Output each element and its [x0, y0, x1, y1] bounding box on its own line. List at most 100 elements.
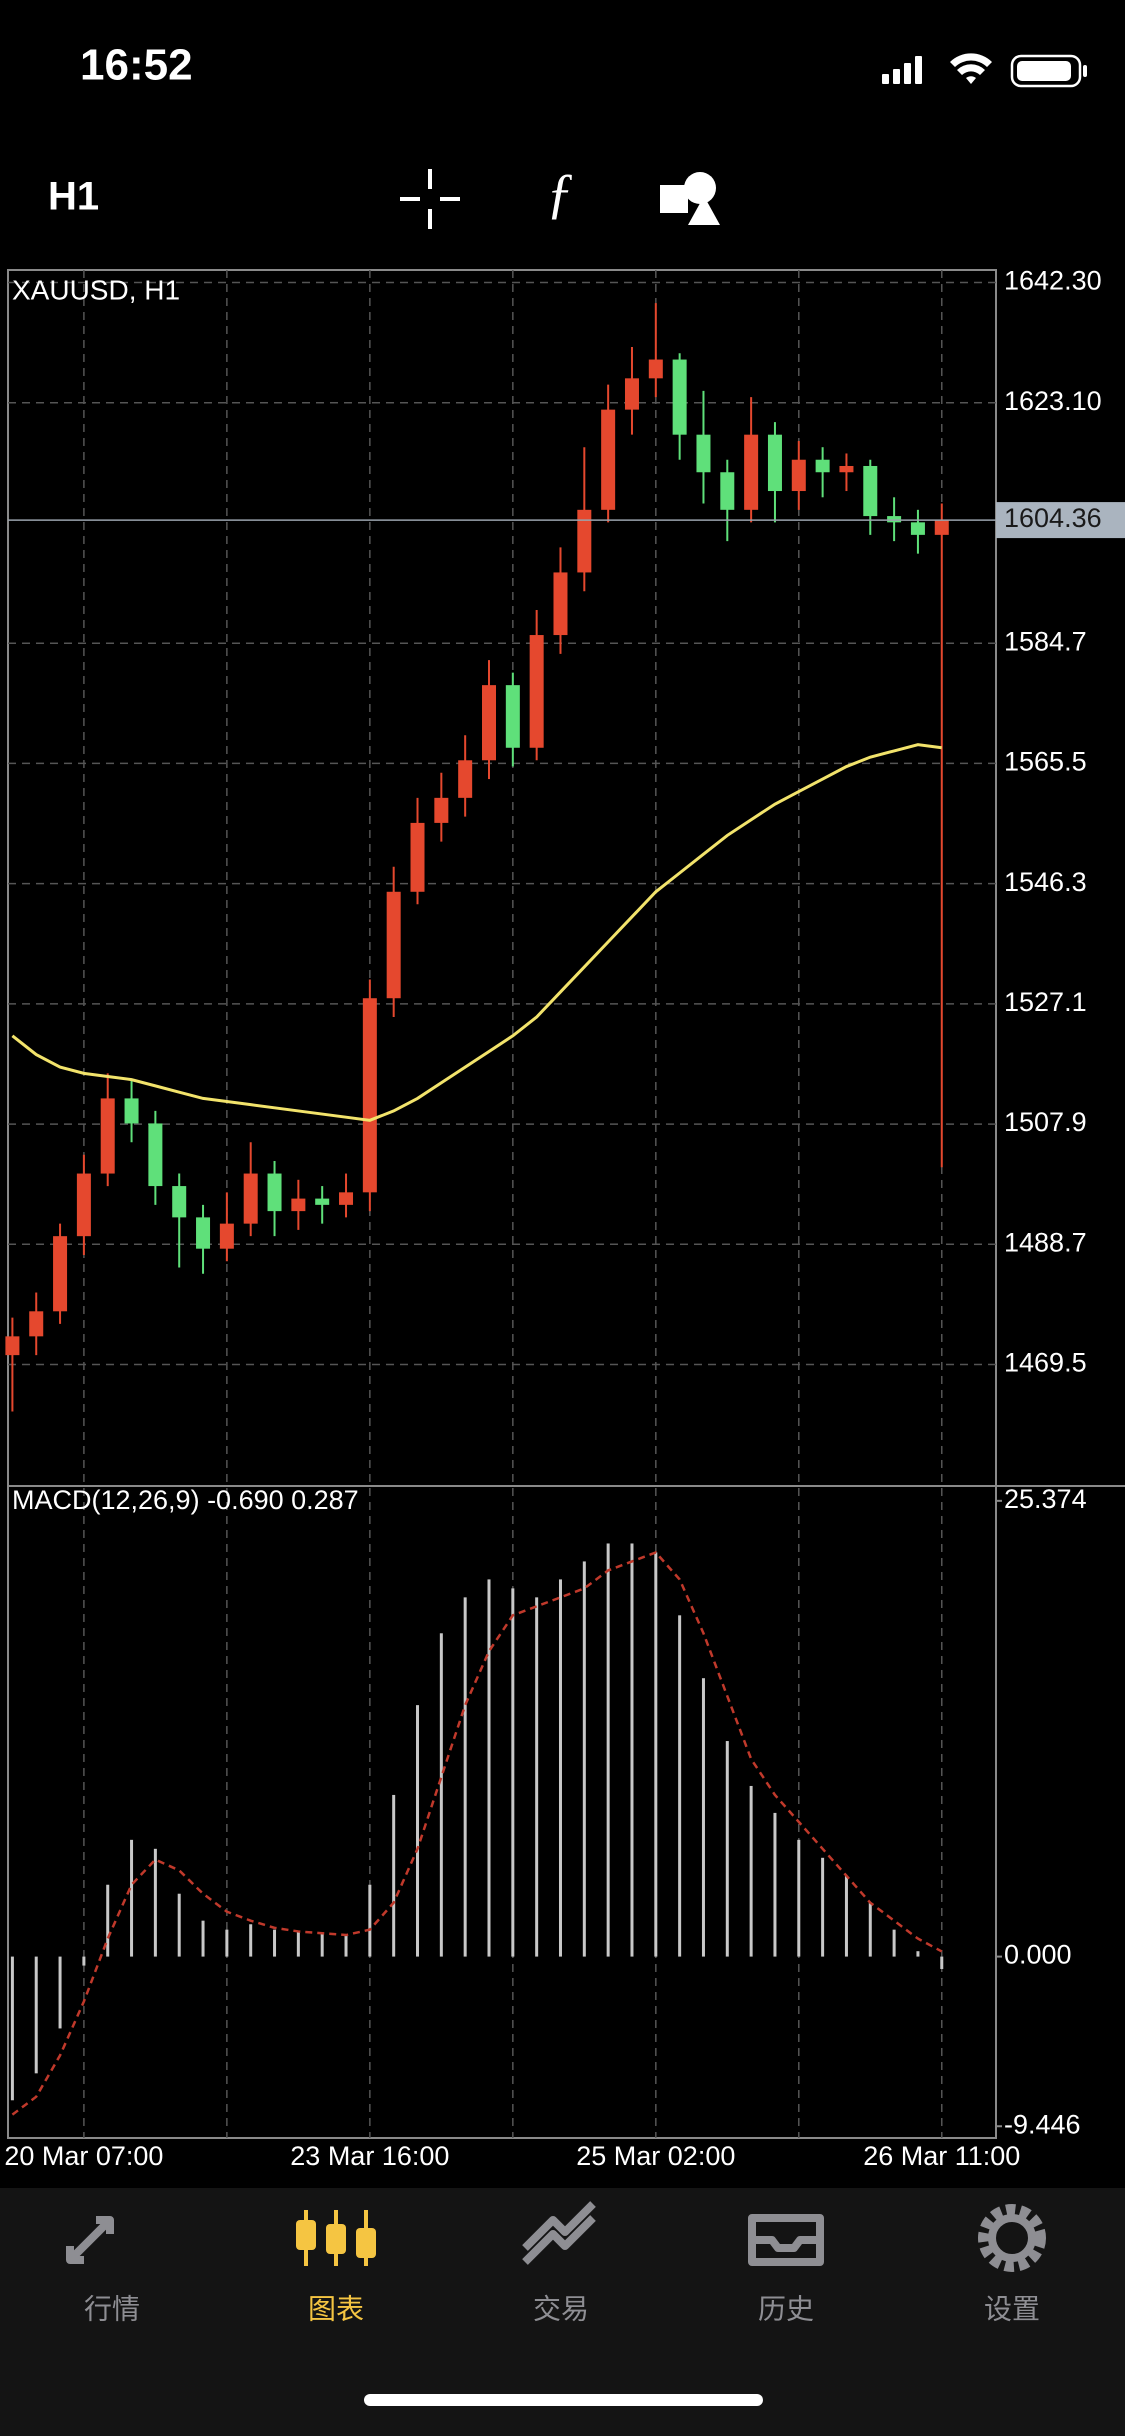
- y-tick-label: 0.000: [1004, 1940, 1072, 1970]
- y-tick-label: -9.446: [1004, 2109, 1081, 2139]
- y-tick-label: 25.374: [1004, 1484, 1087, 1514]
- histogram-bar: [106, 1884, 110, 1957]
- x-tick-label: 20 Mar 07:00: [4, 2141, 163, 2171]
- chart-frame: [7, 269, 997, 2139]
- histogram-bar: [487, 1579, 491, 1957]
- candle-body: [339, 1192, 354, 1205]
- histogram-bar: [392, 1794, 396, 1957]
- candle-body: [934, 520, 949, 535]
- tab-icon: [522, 2201, 596, 2265]
- tab-items: 行情 图表 交易 历史 设置: [66, 2201, 1046, 2324]
- candle-body: [267, 1173, 282, 1212]
- histogram-bar: [868, 1902, 872, 1957]
- y-tick-label: 1527.1: [1004, 987, 1087, 1017]
- histogram-bar: [344, 1935, 348, 1957]
- histogram-bar: [630, 1543, 634, 1957]
- histogram-bar: [797, 1839, 801, 1957]
- candle-body: [243, 1173, 258, 1224]
- histogram-bar: [916, 1951, 920, 1957]
- tab-label: 设置: [984, 2293, 1040, 2324]
- y-tick-label: 1507.9: [1004, 1107, 1087, 1137]
- tab-icon: [748, 2214, 824, 2266]
- status-time: 16:52: [80, 41, 193, 90]
- candle-body: [839, 465, 854, 473]
- histogram-bar: [678, 1615, 682, 1957]
- candle-body: [648, 359, 663, 379]
- tab-icon: [988, 2214, 1036, 2262]
- candle-body: [124, 1098, 139, 1124]
- candle-body: [29, 1311, 44, 1337]
- y-tick-label: 1546.3: [1004, 867, 1087, 897]
- histogram-bar: [844, 1875, 848, 1957]
- objects-button[interactable]: [660, 172, 720, 225]
- histogram-bar: [368, 1884, 372, 1957]
- candle-body: [696, 434, 711, 473]
- histogram-bar: [535, 1597, 539, 1957]
- candle-body: [601, 409, 616, 510]
- candle-body: [362, 998, 377, 1193]
- candle-body: [720, 472, 735, 510]
- chart-title: XAUUSD, H1: [12, 274, 180, 305]
- candle-body: [624, 378, 639, 410]
- candle-body: [291, 1198, 306, 1212]
- candle-body: [767, 434, 782, 492]
- tab-item[interactable]: 交易: [522, 2201, 596, 2324]
- histogram-bar: [606, 1543, 610, 1957]
- candle-body: [172, 1186, 187, 1218]
- indicator-button[interactable]: ƒ: [546, 163, 574, 225]
- histogram-bar: [416, 1705, 420, 1957]
- histogram-bar: [153, 1848, 157, 1957]
- tab-icon: [296, 2220, 316, 2250]
- candle-body: [410, 822, 425, 892]
- x-tick-label: 25 Mar 02:00: [576, 2141, 735, 2171]
- status-icons: [882, 53, 1087, 88]
- tab-icon: [978, 2204, 1046, 2272]
- candle-body: [100, 1098, 115, 1174]
- histogram-bar: [654, 1552, 658, 1957]
- y-tick-label: 1584.7: [1004, 626, 1087, 656]
- candle-body: [458, 760, 473, 798]
- y-tick-label: 1565.5: [1004, 747, 1087, 777]
- histogram-bar: [10, 1956, 14, 2101]
- home-indicator: [364, 2394, 763, 2406]
- x-tick-label: 23 Mar 16:00: [290, 2141, 449, 2171]
- histogram-bar: [821, 1857, 825, 1957]
- tab-label: 行情: [84, 2293, 140, 2324]
- crosshair-button[interactable]: [400, 169, 460, 229]
- candle-body: [791, 459, 806, 492]
- candle-body: [910, 522, 925, 535]
- tab-item[interactable]: 历史: [748, 2214, 824, 2324]
- x-tick-label: 26 Mar 11:00: [863, 2141, 1020, 2171]
- histogram-bar: [749, 1785, 753, 1957]
- histogram-bar: [511, 1588, 515, 1957]
- tab-item[interactable]: 设置: [978, 2204, 1046, 2324]
- y-tick-label: 1469.5: [1004, 1348, 1087, 1378]
- candle-body: [76, 1173, 91, 1237]
- tab-icon: [356, 2228, 376, 2258]
- tab-item[interactable]: 行情: [66, 2216, 140, 2324]
- tab-label: 图表: [308, 2293, 364, 2324]
- timeframe-button[interactable]: H1: [48, 175, 99, 219]
- histogram-bar: [439, 1633, 443, 1957]
- histogram-bar: [130, 1839, 134, 1957]
- current-price-label: 1604.36: [1004, 503, 1102, 533]
- tab-item[interactable]: 图表: [296, 2210, 376, 2324]
- tab-label: 交易: [533, 2293, 589, 2324]
- candle-body: [219, 1223, 234, 1249]
- candle-body: [5, 1336, 20, 1356]
- moving-average-line: [11, 743, 942, 1122]
- candle-body: [505, 685, 520, 748]
- candle-body: [482, 685, 496, 761]
- histogram-bar: [940, 1956, 944, 1969]
- candle-body: [434, 797, 449, 823]
- indicator-title: MACD(12,26,9) -0.690 0.287: [12, 1485, 359, 1515]
- histogram-bar: [82, 1956, 86, 1966]
- candle-body: [53, 1236, 68, 1312]
- candle-body: [815, 459, 830, 473]
- histogram-bar: [320, 1933, 324, 1957]
- candle-body: [196, 1217, 211, 1249]
- candle-body: [148, 1123, 163, 1187]
- histogram-bar: [558, 1579, 562, 1957]
